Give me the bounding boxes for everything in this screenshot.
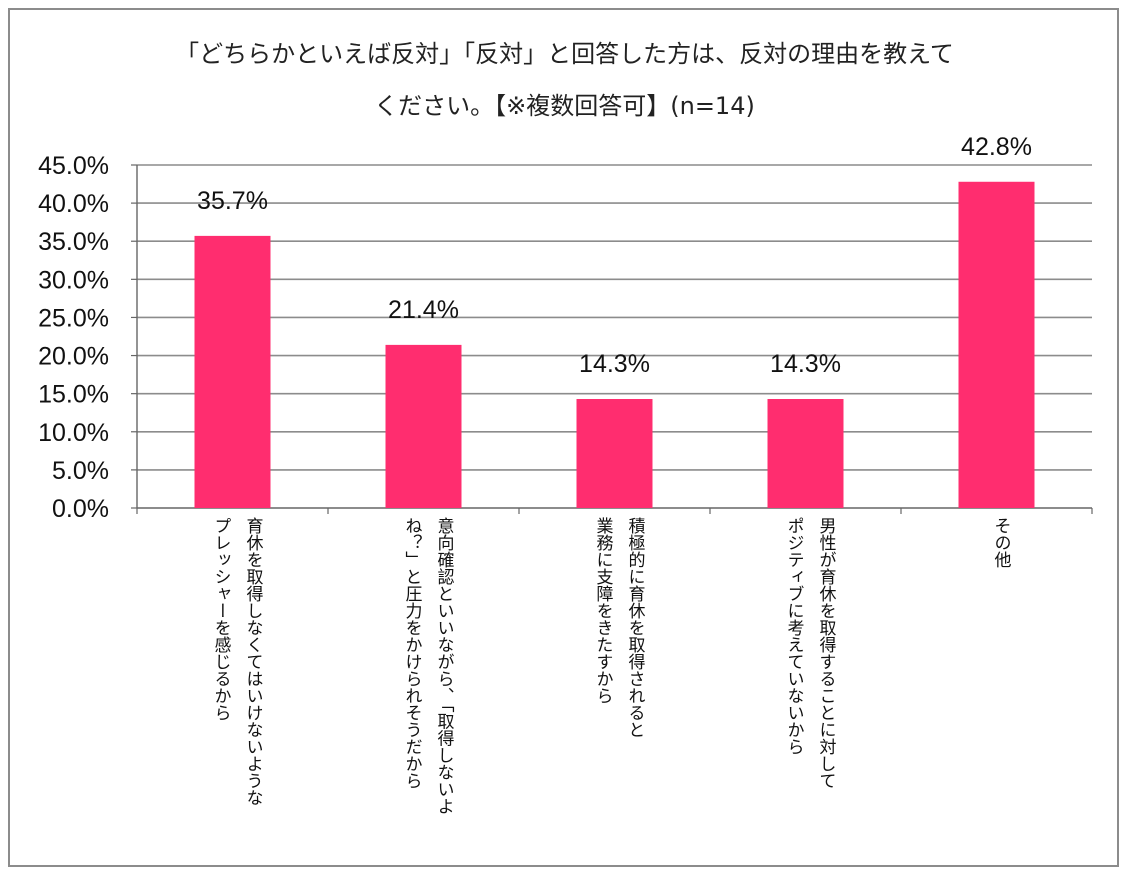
y-tick-label: 10.0% bbox=[38, 419, 109, 447]
y-tick-label: 20.0% bbox=[38, 343, 109, 371]
data-label: 35.7% bbox=[197, 187, 268, 215]
data-label: 21.4% bbox=[388, 296, 459, 324]
chart-frame bbox=[8, 8, 1119, 867]
x-tick-label: 育休を取得しなくてはいけないような プレッシャーを感じるから bbox=[210, 517, 263, 806]
y-tick-label: 0.0% bbox=[52, 495, 109, 523]
x-tick-label: その他 bbox=[990, 517, 1011, 568]
y-tick-label: 45.0% bbox=[38, 152, 109, 180]
bar bbox=[385, 344, 462, 508]
bar bbox=[958, 181, 1035, 508]
chart-title-line2: ください。【※複数回答可】(n=14) bbox=[374, 92, 755, 120]
x-tick-label: 積極的に育休を取得されると 業務に支障をきたすから bbox=[592, 517, 645, 738]
y-tick-label: 25.0% bbox=[38, 304, 109, 332]
x-tick-label: 意向確認といいながら、「取得しないよ ね？」と圧力をかけられそうだから bbox=[401, 517, 454, 815]
chart-title: 「どちらかといえば反対」「反対」と回答した方は、反対の理由を教えて bbox=[175, 40, 954, 68]
x-tick-label: 男性が育休を取得することに対して ポジティブに考えていないから bbox=[783, 517, 836, 789]
data-label: 14.3% bbox=[579, 350, 650, 378]
y-tick-label: 30.0% bbox=[38, 266, 109, 294]
bar bbox=[576, 399, 653, 508]
bar bbox=[767, 399, 844, 508]
y-tick-label: 5.0% bbox=[52, 457, 109, 485]
bar bbox=[194, 235, 271, 509]
data-label: 42.8% bbox=[961, 133, 1032, 161]
y-tick-label: 40.0% bbox=[38, 190, 109, 218]
data-label: 14.3% bbox=[770, 350, 841, 378]
y-tick-label: 35.0% bbox=[38, 228, 109, 256]
y-tick-label: 15.0% bbox=[38, 381, 109, 409]
